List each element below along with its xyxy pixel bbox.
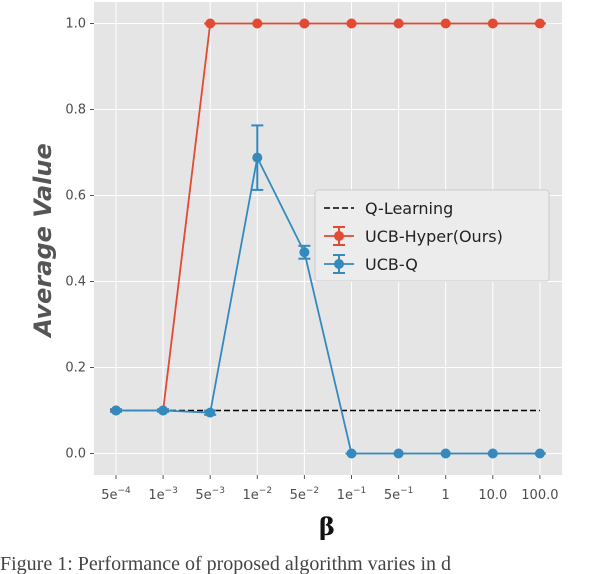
y-tick-label: 1.0 [65,17,86,32]
data-point [440,18,451,29]
data-point [346,18,357,29]
legend-label: Q-Learning [365,199,453,218]
data-point [111,405,121,416]
legend-marker [334,231,344,241]
series-ucb-q [110,124,546,459]
y-tick-label: 0.8 [65,103,86,118]
data-point [534,18,545,29]
series-line [116,154,540,455]
legend-box [314,189,550,282]
y-ticks: 0.0 0.2 0.4 0.6 0.8 1.0 [65,17,94,462]
data-point [205,407,216,418]
y-axis-label: Average Value [29,143,57,339]
data-point [440,448,451,459]
data-point [393,448,404,459]
data-point [487,18,498,29]
data-point [346,448,357,459]
series-line [116,22,540,412]
x-tick-label: 1e−2 [243,486,273,503]
data-point [205,18,216,29]
chart: 5e−4 1e−3 5e−3 1e−2 5e−2 1e−1 5e−1 1 10.0 100.0 0… [29,2,562,541]
data-point [534,448,545,459]
legend-item-ucb-hyper-ours: UCB-Hyper(Ours) [324,226,503,246]
legend-label: UCB-Q [365,255,418,274]
figure-caption: Figure 1: Performance of proposed algori… [0,553,451,574]
x-tick-label: 5e−3 [195,486,225,503]
x-tick-label: 5e−1 [384,486,414,503]
legend-item-q-learning: Q-Learning [324,199,453,218]
x-tick-label: 1e−3 [148,486,178,503]
legend: Q-Learning UCB-Hyper(Ours) UCB-Q [314,189,550,282]
x-tick-label: 1e−1 [337,486,367,503]
legend-item-ucb-q: UCB-Q [324,254,418,274]
data-point [252,152,263,163]
data-point [299,247,310,258]
x-tick-label: 1 [442,488,450,503]
x-tick-label: 100.0 [521,488,558,503]
x-tick-label: 5e−4 [101,486,131,503]
x-ticks: 5e−4 1e−3 5e−3 1e−2 5e−2 1e−1 5e−1 1 10.0 100.0 [101,475,559,503]
legend-label: UCB-Hyper(Ours) [365,227,503,246]
data-point [252,18,263,29]
y-tick-label: 0.6 [65,189,86,204]
y-tick-label: 0.4 [65,275,86,290]
y-tick-label: 0.0 [65,447,86,462]
x-tick-label: 10.0 [478,488,507,503]
series-layer [110,18,546,459]
data-point [487,448,498,459]
data-point [393,18,404,29]
data-point [299,18,310,29]
x-tick-label: 5e−2 [290,486,320,503]
x-axis-label: β [319,512,335,541]
legend-marker [334,259,344,269]
data-point [158,405,169,416]
y-tick-label: 0.2 [65,361,86,376]
